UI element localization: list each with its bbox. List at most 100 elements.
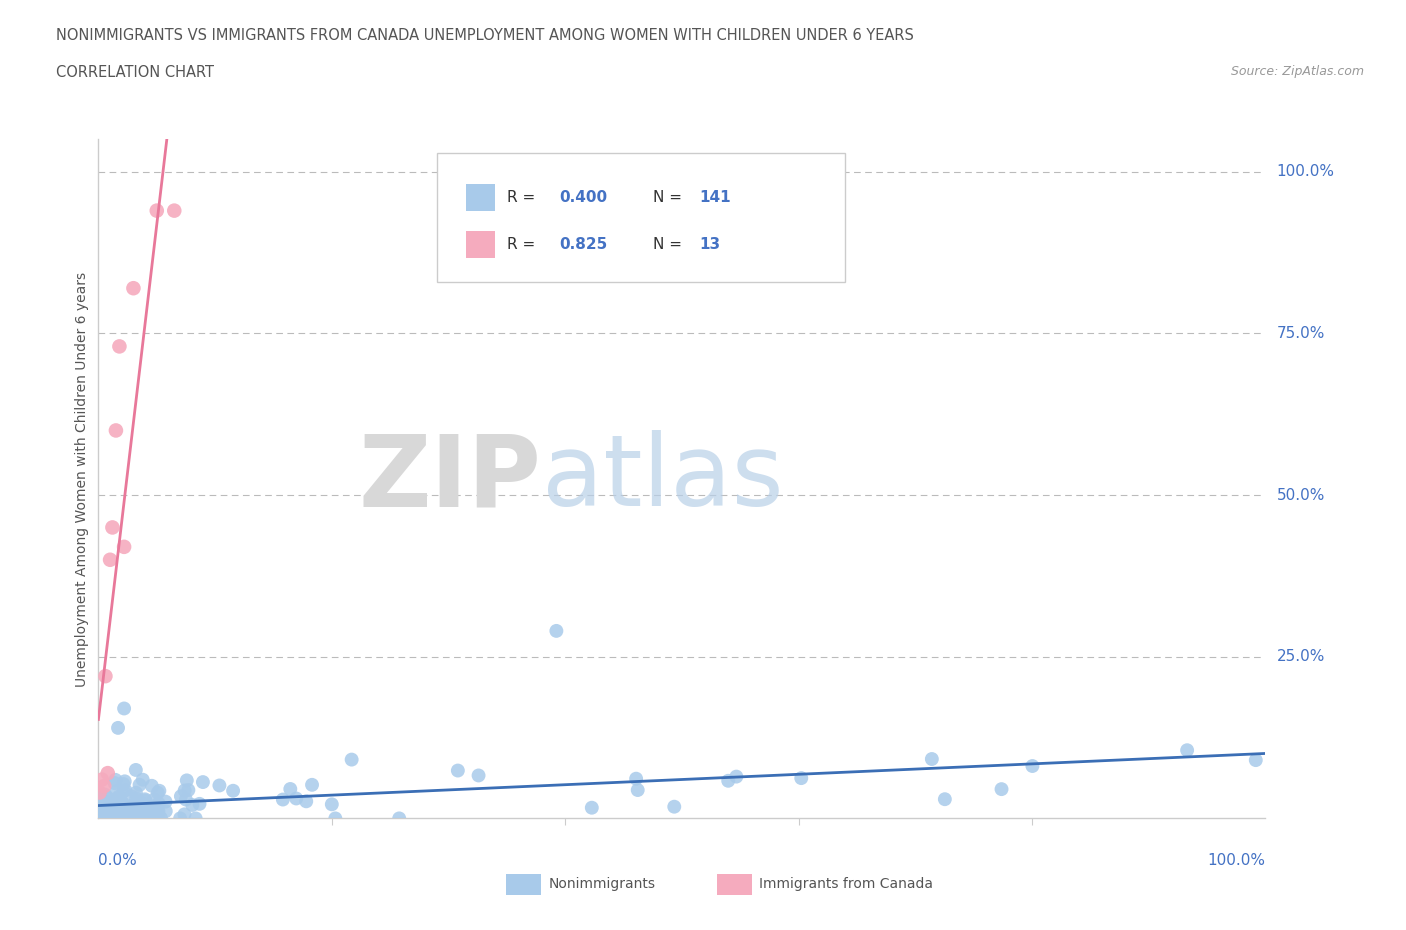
Point bbox=[118, 804, 141, 819]
Point bbox=[104, 805, 127, 820]
Point bbox=[111, 811, 134, 826]
Point bbox=[125, 763, 148, 777]
Point bbox=[139, 800, 162, 815]
Point bbox=[105, 811, 128, 826]
Point bbox=[146, 785, 169, 800]
Point bbox=[1021, 759, 1043, 774]
Point bbox=[105, 784, 128, 799]
Point bbox=[112, 803, 135, 817]
Point bbox=[96, 790, 118, 805]
Point bbox=[108, 799, 131, 814]
Point bbox=[138, 811, 160, 826]
Point bbox=[121, 811, 143, 826]
Point bbox=[173, 807, 195, 822]
Point bbox=[222, 783, 245, 798]
Point bbox=[134, 811, 156, 826]
Point bbox=[98, 552, 121, 567]
FancyBboxPatch shape bbox=[437, 153, 845, 282]
Point bbox=[104, 798, 127, 813]
Text: atlas: atlas bbox=[541, 431, 783, 527]
Point bbox=[112, 804, 135, 819]
Point bbox=[93, 799, 115, 814]
Point bbox=[114, 811, 136, 826]
Point bbox=[118, 805, 141, 820]
Point bbox=[97, 765, 120, 780]
Point bbox=[111, 807, 134, 822]
Point bbox=[148, 804, 170, 818]
Point bbox=[120, 811, 142, 826]
Point bbox=[94, 787, 117, 802]
Point bbox=[104, 776, 127, 790]
Point bbox=[128, 804, 150, 818]
Point bbox=[100, 804, 122, 819]
Point bbox=[155, 794, 177, 809]
Point bbox=[581, 801, 603, 816]
Point bbox=[93, 795, 115, 810]
Point bbox=[100, 811, 122, 826]
Text: R =: R = bbox=[508, 190, 540, 205]
Point bbox=[91, 805, 114, 820]
Point bbox=[105, 794, 128, 809]
Point bbox=[142, 811, 165, 826]
Point bbox=[108, 790, 131, 804]
Point bbox=[921, 751, 943, 766]
FancyBboxPatch shape bbox=[465, 183, 495, 211]
Point bbox=[176, 773, 198, 788]
Point bbox=[104, 773, 127, 788]
Point bbox=[105, 791, 128, 806]
Point bbox=[990, 782, 1012, 797]
Text: Source: ZipAtlas.com: Source: ZipAtlas.com bbox=[1230, 65, 1364, 78]
Point bbox=[112, 777, 135, 791]
Point bbox=[96, 803, 118, 817]
Text: 0.825: 0.825 bbox=[560, 237, 607, 252]
Point bbox=[285, 791, 308, 806]
Point bbox=[627, 783, 650, 798]
Point bbox=[112, 784, 135, 799]
Text: 25.0%: 25.0% bbox=[1277, 649, 1324, 664]
Point bbox=[89, 791, 111, 806]
Point bbox=[717, 774, 740, 789]
Point bbox=[96, 795, 118, 810]
Point bbox=[112, 539, 135, 554]
Point bbox=[141, 778, 163, 793]
Point bbox=[447, 764, 470, 778]
Point bbox=[149, 811, 172, 826]
Point bbox=[142, 803, 165, 817]
Point bbox=[93, 778, 115, 793]
Text: Immigrants from Canada: Immigrants from Canada bbox=[759, 876, 934, 891]
Point bbox=[89, 802, 111, 817]
Point bbox=[122, 281, 145, 296]
Point bbox=[295, 794, 318, 809]
Point bbox=[108, 339, 131, 353]
Point bbox=[122, 811, 145, 826]
Point bbox=[321, 797, 343, 812]
FancyBboxPatch shape bbox=[465, 232, 495, 259]
Point bbox=[124, 808, 146, 823]
Point bbox=[108, 799, 131, 814]
Text: 0.400: 0.400 bbox=[560, 190, 607, 205]
Point bbox=[141, 801, 163, 816]
Text: CORRELATION CHART: CORRELATION CHART bbox=[56, 65, 214, 80]
Point bbox=[114, 783, 136, 798]
Point bbox=[111, 795, 134, 810]
Point bbox=[96, 796, 118, 811]
Point bbox=[271, 792, 294, 807]
Point bbox=[132, 772, 155, 787]
Point bbox=[90, 811, 112, 826]
Point bbox=[100, 798, 122, 813]
Point bbox=[188, 796, 211, 811]
Point bbox=[91, 808, 114, 823]
Point bbox=[125, 811, 148, 826]
Point bbox=[90, 772, 112, 787]
Point bbox=[170, 789, 193, 804]
Y-axis label: Unemployment Among Women with Children Under 6 years: Unemployment Among Women with Children U… bbox=[76, 272, 90, 686]
Point bbox=[125, 785, 148, 800]
Point bbox=[191, 775, 214, 790]
Text: Nonimmigrants: Nonimmigrants bbox=[548, 876, 655, 891]
Point bbox=[107, 804, 129, 818]
Point bbox=[340, 752, 363, 767]
Point bbox=[129, 799, 152, 814]
Point bbox=[104, 423, 127, 438]
Point bbox=[177, 783, 200, 798]
Point bbox=[122, 811, 145, 826]
